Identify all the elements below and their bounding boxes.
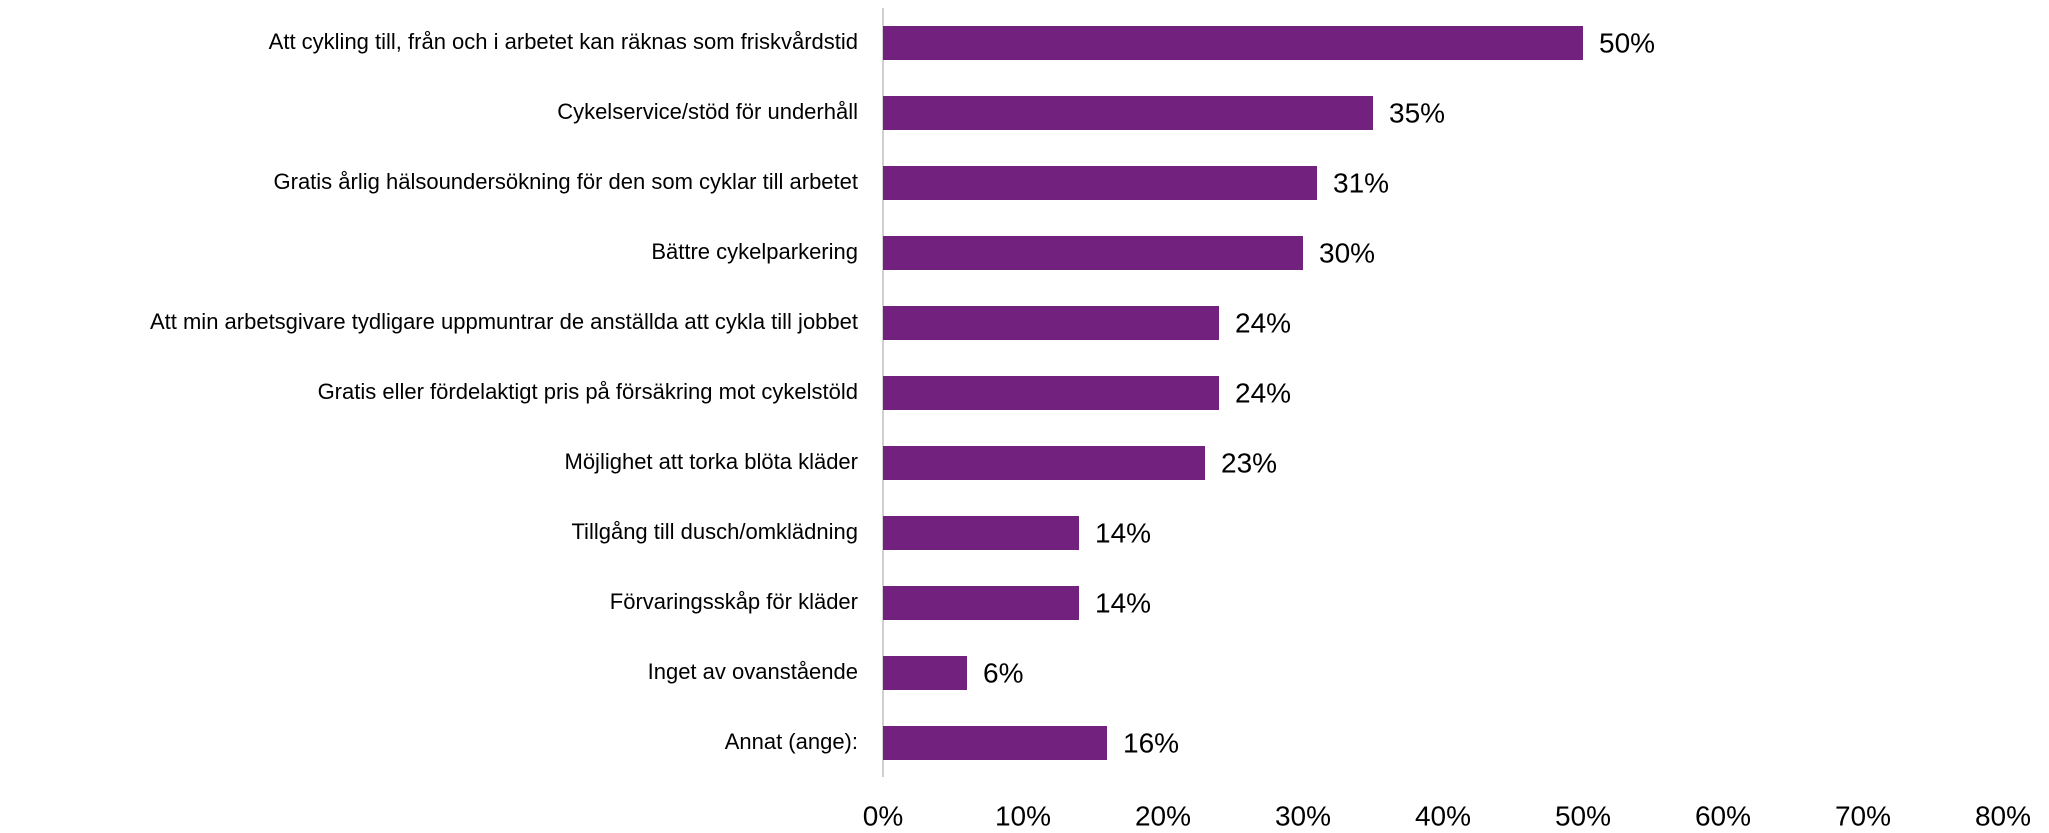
value-label: 14% (1095, 587, 1151, 618)
y-tick-label: Gratis eller fördelaktigt pris på försäk… (318, 379, 858, 404)
x-tick-label: 30% (1275, 800, 1331, 831)
y-tick-label: Tillgång till dusch/omklädning (571, 519, 858, 544)
value-label: 16% (1123, 727, 1179, 758)
bar (883, 656, 967, 690)
y-tick-label: Annat (ange): (725, 729, 858, 754)
value-label: 14% (1095, 517, 1151, 548)
value-label: 24% (1235, 307, 1291, 338)
bar (883, 166, 1317, 200)
x-tick-label: 20% (1135, 800, 1191, 831)
value-label: 23% (1221, 447, 1277, 478)
value-label: 31% (1333, 167, 1389, 198)
bar (883, 236, 1303, 270)
x-tick-label: 50% (1555, 800, 1611, 831)
y-tick-label: Bättre cykelparkering (651, 239, 858, 264)
value-label: 24% (1235, 377, 1291, 408)
x-tick-label: 60% (1695, 800, 1751, 831)
bar (883, 726, 1107, 760)
y-tick-label: Att min arbetsgivare tydligare uppmuntra… (150, 309, 858, 334)
bar (883, 306, 1219, 340)
y-tick-label: Förvaringsskåp för kläder (610, 589, 858, 614)
bar (883, 26, 1583, 60)
y-tick-label: Möjlighet att torka blöta kläder (565, 449, 859, 474)
bar (883, 516, 1079, 550)
bar (883, 446, 1205, 480)
y-tick-label: Gratis årlig hälsoundersökning för den s… (274, 169, 859, 194)
y-tick-label: Cykelservice/stöd för underhåll (557, 99, 858, 124)
x-tick-label: 80% (1975, 800, 2031, 831)
y-tick-label: Inget av ovanstående (648, 659, 858, 684)
value-label: 30% (1319, 237, 1375, 268)
value-label: 50% (1599, 27, 1655, 58)
bar (883, 376, 1219, 410)
y-tick-label: Att cykling till, från och i arbetet kan… (269, 29, 858, 54)
bar (883, 586, 1079, 620)
x-tick-label: 0% (863, 800, 903, 831)
x-tick-label: 10% (995, 800, 1051, 831)
x-tick-label: 70% (1835, 800, 1891, 831)
bar (883, 96, 1373, 130)
x-tick-label: 40% (1415, 800, 1471, 831)
value-label: 6% (983, 657, 1023, 688)
value-label: 35% (1389, 97, 1445, 128)
